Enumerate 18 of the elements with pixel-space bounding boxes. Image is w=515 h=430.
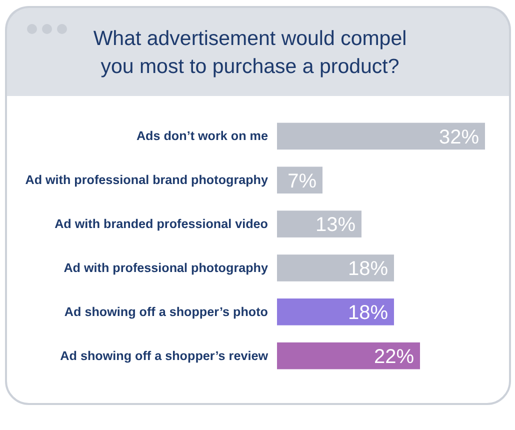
data-label: 13% <box>315 214 356 236</box>
bar <box>277 254 394 282</box>
y-tick-label: Ad with professional photography <box>64 260 268 275</box>
chart-title: What advertisement would compel you most to purchase a product? <box>93 27 407 78</box>
data-label: 32% <box>438 126 480 148</box>
bar <box>277 342 420 370</box>
bar <box>277 298 394 326</box>
data-label: 7% <box>288 170 317 192</box>
bar <box>277 210 362 238</box>
y-tick-label: Ad with branded professional video <box>54 217 268 232</box>
y-tick-label: Ad showing off a shopper’s review <box>60 348 268 363</box>
y-tick-label: Ads don’t work on me <box>136 129 268 144</box>
data-label: 22% <box>374 346 414 368</box>
data-label: 18% <box>348 258 388 280</box>
bar <box>277 122 485 150</box>
y-tick-label: Ad showing off a shopper’s photo <box>64 304 268 319</box>
data-label: 18% <box>348 302 388 324</box>
y-tick-label: Ad with professional brand photography <box>25 173 268 188</box>
